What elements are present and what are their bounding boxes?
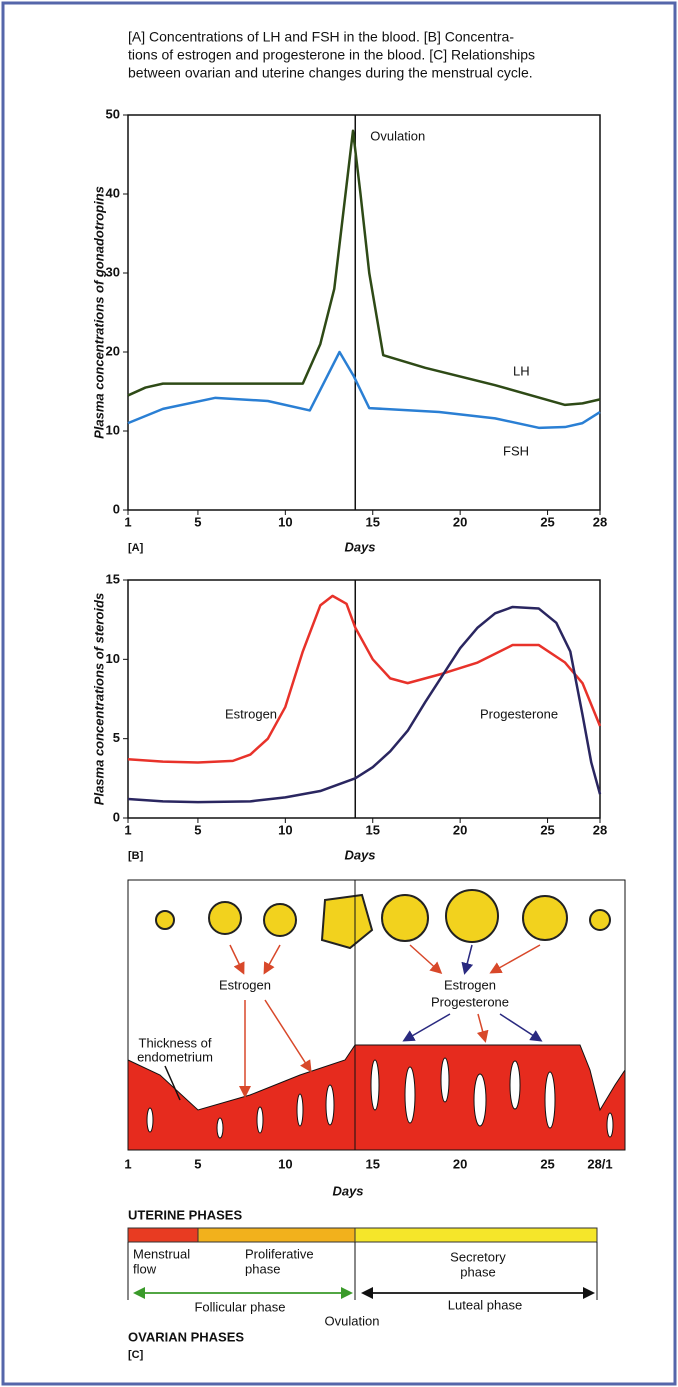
label: flow (133, 1261, 157, 1276)
x-axis-label: Days (344, 539, 375, 554)
panel-c: Estrogen Estrogen Progesterone Thickness… (124, 879, 626, 1361)
label: Estrogen (219, 977, 271, 992)
phase-bar (354, 1227, 598, 1243)
caption: between ovarian and uterine changes duri… (128, 65, 533, 81)
panel-label: [B] (128, 850, 144, 862)
x-tick-label: 10 (278, 822, 292, 837)
arrows (164, 944, 543, 1101)
panel-label: [C] (128, 1349, 144, 1361)
plot-frame (127, 114, 601, 511)
caption: tions of estrogen and progesterone in th… (128, 47, 535, 63)
label: Thickness of (139, 1035, 212, 1050)
y-tick-label: 40 (106, 185, 120, 200)
follicles (155, 889, 611, 950)
x-tick-label: 15 (366, 822, 380, 837)
label: phase (460, 1264, 495, 1279)
x-tick-label: 28 (593, 822, 607, 837)
x-tick-label: 28/1 (587, 1156, 612, 1171)
x-tick-label: 20 (453, 822, 467, 837)
label: Follicular phase (194, 1299, 285, 1314)
y-axis-label: Plasma concentrations of gonadotropins (91, 186, 106, 439)
caption: [A] Concentrations of LH and FSH in the … (128, 29, 514, 45)
y-tick-label: 50 (106, 106, 120, 121)
y-tick-label: 15 (106, 571, 120, 586)
label: endometrium (137, 1049, 213, 1064)
y-tick-label: 10 (106, 651, 120, 666)
x-tick-label: 5 (194, 1156, 201, 1171)
x-tick-label: 25 (540, 514, 554, 529)
y-tick-label: 0 (113, 809, 120, 824)
label: Secretory (450, 1249, 506, 1264)
series-label: Estrogen (225, 706, 277, 721)
x-tick-label: 28 (593, 514, 607, 529)
y-tick-label: 30 (106, 264, 120, 279)
phase-bar (127, 1227, 199, 1243)
y-tick-label: 5 (113, 730, 120, 745)
y-tick-label: 20 (106, 343, 120, 358)
endometrium-glands (146, 1057, 614, 1139)
header: OVARIAN PHASES (128, 1329, 244, 1344)
label: Proliferative (245, 1246, 314, 1261)
series-label: Progesterone (480, 706, 558, 721)
series-line (127, 129, 601, 407)
label: Menstrual (133, 1246, 190, 1261)
phase-bar (197, 1227, 356, 1243)
series-label: LH (513, 363, 530, 378)
series-line (127, 605, 602, 804)
panel-label: [A] (128, 542, 144, 554)
plot-frame (127, 579, 601, 819)
series-line (127, 594, 602, 764)
label: Luteal phase (448, 1297, 522, 1312)
y-tick-label: 10 (106, 422, 120, 437)
label: Ovulation (325, 1313, 380, 1328)
x-axis-label: Days (344, 847, 375, 862)
x-tick-label: 1 (124, 514, 131, 529)
label: Progesterone (431, 994, 509, 1009)
x-tick-label: 5 (194, 822, 201, 837)
x-tick-label: 1 (124, 822, 131, 837)
x-tick-label: 20 (453, 514, 467, 529)
label: phase (245, 1261, 280, 1276)
x-tick-label: 20 (453, 1156, 467, 1171)
y-tick-label: 0 (113, 501, 120, 516)
x-tick-label: 25 (540, 822, 554, 837)
x-tick-label: 15 (366, 514, 380, 529)
x-tick-label: 15 (366, 1156, 380, 1171)
x-label: Days (332, 1183, 363, 1198)
label: Estrogen (444, 977, 496, 992)
x-tick-label: 1 (124, 1156, 131, 1171)
x-tick-label: 5 (194, 514, 201, 529)
annotation: Ovulation (370, 128, 425, 143)
header: UTERINE PHASES (128, 1207, 242, 1222)
x-tick-label: 10 (278, 1156, 292, 1171)
x-tick-label: 25 (540, 1156, 554, 1171)
series-line (127, 350, 601, 430)
y-axis-label: Plasma concentrations of steroids (91, 593, 106, 805)
series-label: FSH (503, 443, 529, 458)
x-tick-label: 10 (278, 514, 292, 529)
